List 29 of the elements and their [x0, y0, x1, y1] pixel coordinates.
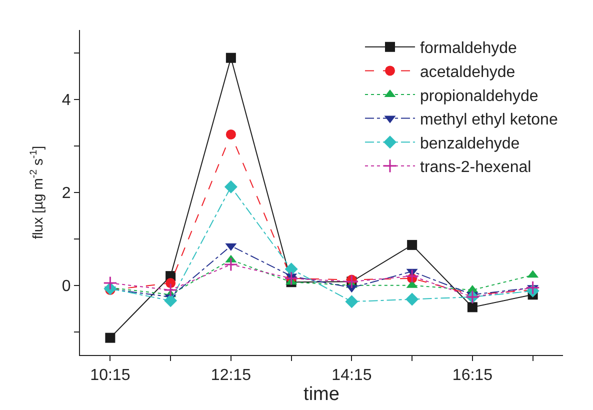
point: [405, 269, 420, 284]
x-axis-title: time: [304, 384, 340, 406]
point: [103, 276, 118, 290]
legend-label: trans-2-hexenal: [420, 159, 532, 176]
y-tick-label: 4: [62, 92, 71, 110]
point: [407, 240, 418, 250]
point: [526, 280, 540, 295]
point: [226, 52, 236, 63]
point: [226, 129, 236, 140]
x-tick-label: 10:15: [90, 367, 130, 384]
point: [345, 295, 358, 308]
x-tick-label: 12:15: [210, 367, 252, 384]
x-tick-label: 14:15: [332, 367, 372, 384]
legend-label: formaldehyde: [420, 40, 518, 58]
legend-label: propionaldehyde: [420, 88, 538, 105]
legend-label: acetaldehyde: [420, 64, 516, 81]
point: [164, 294, 178, 308]
legend-label: benzaldehyde: [420, 135, 520, 152]
point: [224, 257, 238, 272]
legend-label: methyl ethyl ketone: [420, 112, 558, 129]
point: [224, 180, 238, 194]
y-tick-label: 0: [62, 278, 71, 295]
y-tick-label: 2: [62, 185, 71, 202]
point: [467, 302, 478, 312]
x-tick-label: 16:15: [452, 367, 493, 384]
point: [284, 262, 298, 276]
point: [164, 282, 178, 298]
point: [105, 332, 116, 343]
point: [406, 292, 419, 306]
